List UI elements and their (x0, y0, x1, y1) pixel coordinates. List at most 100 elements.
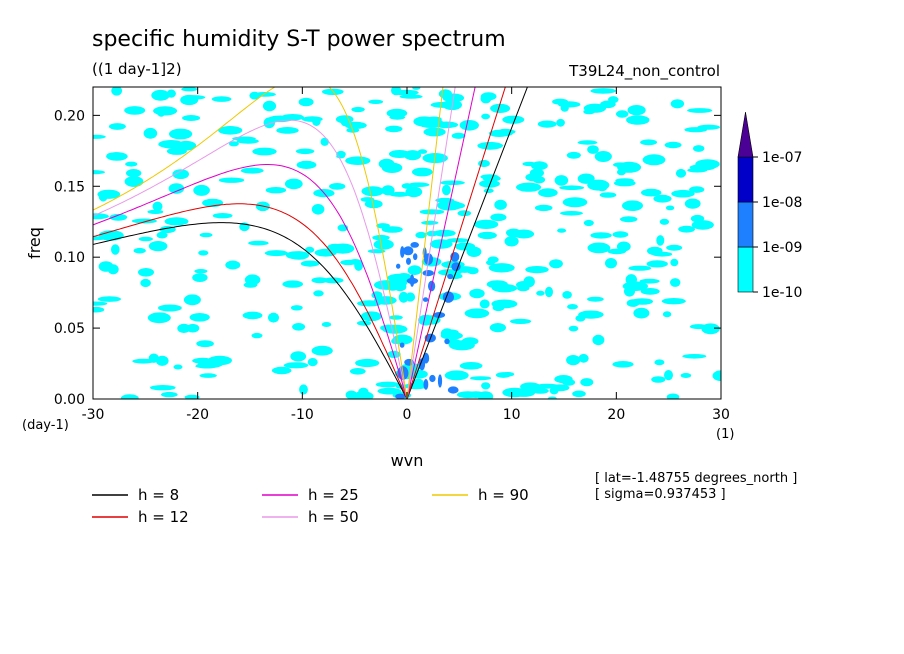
power-cell (364, 199, 383, 209)
power-cell (173, 364, 183, 370)
power-cell (292, 323, 306, 331)
power-cell (562, 291, 572, 299)
power-cell (93, 301, 108, 306)
power-cell (504, 236, 519, 247)
power-cell (664, 141, 682, 149)
power-cell (651, 376, 666, 383)
power-cell (670, 278, 681, 287)
power-cell (440, 180, 465, 186)
power-cell (580, 378, 594, 387)
power-cell-high (409, 274, 415, 287)
power-cell (355, 358, 380, 368)
x-tick-label: 10 (503, 407, 521, 423)
power-cell (329, 183, 346, 190)
power-cell (181, 87, 198, 92)
power-cell (108, 123, 126, 130)
power-cell (459, 120, 479, 131)
power-cell (367, 249, 386, 254)
power-cell (590, 88, 616, 94)
power-cell (680, 373, 692, 378)
power-cell (481, 113, 490, 120)
power-cell (351, 106, 365, 113)
power-cell-high (423, 379, 429, 390)
power-cell (417, 149, 428, 154)
power-cell (398, 291, 409, 303)
power-cell (642, 154, 666, 166)
power-cell (678, 225, 695, 233)
power-cell (525, 266, 549, 274)
chart-subtitle: ((1 day-1]2) (92, 60, 182, 78)
power-cell (184, 394, 200, 399)
power-cell (265, 187, 287, 194)
power-cell-high (451, 262, 461, 272)
power-cell (150, 385, 176, 391)
power-cell (445, 202, 466, 210)
x-unit-label: (1) (716, 427, 734, 442)
power-cell (590, 232, 612, 239)
y-tick-label: 0.00 (54, 392, 85, 408)
power-cell (661, 298, 686, 305)
power-cell (625, 274, 637, 286)
power-cell (477, 391, 494, 399)
power-cell (335, 115, 354, 124)
power-cell (653, 194, 672, 203)
power-cell (262, 100, 277, 112)
power-cell (605, 258, 617, 269)
power-cell (479, 299, 490, 309)
power-cell (641, 188, 662, 197)
power-cell (490, 213, 507, 222)
power-cell (531, 161, 548, 171)
power-cell (182, 115, 201, 121)
power-cell (556, 118, 565, 127)
power-cell (405, 186, 423, 198)
power-cell (557, 228, 567, 233)
run-label: T39L24_non_control (568, 62, 720, 81)
power-cell (381, 226, 403, 233)
power-cell (479, 179, 500, 188)
power-cell (490, 103, 511, 113)
power-cell (572, 390, 586, 398)
power-cell (148, 241, 168, 252)
y-tick-label: 0.20 (54, 108, 85, 124)
power-cell (423, 127, 446, 137)
power-cell-high (395, 393, 406, 399)
rossby-curve (93, 87, 408, 399)
power-cell (389, 315, 403, 320)
info-latitude: [ lat=-1.48755 degrees_north ] (595, 471, 797, 486)
power-cell (415, 231, 427, 239)
power-cell-high (396, 263, 401, 269)
power-cell (218, 177, 245, 183)
power-cell-high (437, 374, 443, 388)
legend-label: h = 8 (138, 486, 179, 504)
power-cell (665, 205, 675, 211)
power-cell (345, 390, 358, 399)
power-cell (161, 391, 178, 398)
power-cell (489, 323, 506, 333)
power-cell (457, 210, 472, 217)
power-cell (568, 325, 579, 332)
y-tick-label: 0.10 (54, 250, 85, 266)
power-cell (594, 151, 612, 162)
power-cell (620, 216, 638, 223)
power-cell (654, 359, 665, 366)
power-cell (566, 355, 581, 366)
power-cell (502, 387, 527, 398)
power-cell (290, 351, 307, 362)
power-cell (283, 362, 309, 369)
power-cell (627, 105, 646, 116)
power-cell (502, 115, 525, 124)
power-cell (276, 126, 299, 134)
power-cell (577, 173, 595, 184)
power-cell-high (444, 338, 450, 345)
power-cell (225, 260, 241, 270)
power-cell (599, 192, 617, 198)
power-cell (670, 99, 685, 109)
power-cell (311, 204, 325, 215)
power-cell (169, 128, 193, 140)
power-cell (124, 176, 144, 187)
power-cell (172, 169, 189, 180)
power-cell (473, 219, 499, 229)
colorbar-segment (737, 246, 754, 293)
power-cell (284, 178, 303, 190)
power-cell (440, 328, 454, 339)
